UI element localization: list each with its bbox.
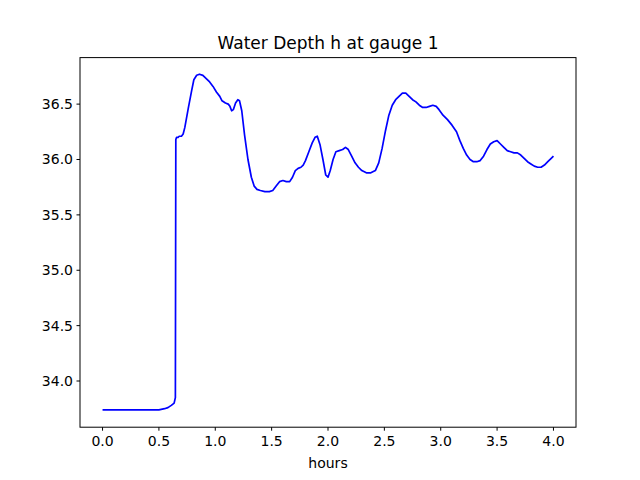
y-tick-label: 36.5 — [13, 96, 73, 112]
y-tick-label: 35.5 — [13, 207, 73, 223]
y-tick-label: 34.0 — [13, 373, 73, 389]
y-tick-label: 36.0 — [13, 151, 73, 167]
x-tick-label: 3.0 — [430, 433, 452, 449]
x-tick-label: 1.0 — [204, 433, 226, 449]
x-tick-label: 2.0 — [317, 433, 339, 449]
x-tick-label: 1.5 — [260, 433, 282, 449]
x-tick-label: 2.5 — [373, 433, 395, 449]
x-axis-label: hours — [80, 455, 576, 471]
x-tick-label: 0.5 — [148, 433, 170, 449]
x-tick-label: 3.5 — [486, 433, 508, 449]
plot-area — [0, 0, 640, 480]
figure: Water Depth h at gauge 1 hours 0.00.51.0… — [0, 0, 640, 480]
depth-line — [103, 74, 554, 410]
x-tick-label: 0.0 — [91, 433, 113, 449]
y-tick-label: 34.5 — [13, 318, 73, 334]
x-tick-label: 4.0 — [542, 433, 564, 449]
axes-spines — [80, 58, 576, 428]
y-tick-label: 35.0 — [13, 262, 73, 278]
